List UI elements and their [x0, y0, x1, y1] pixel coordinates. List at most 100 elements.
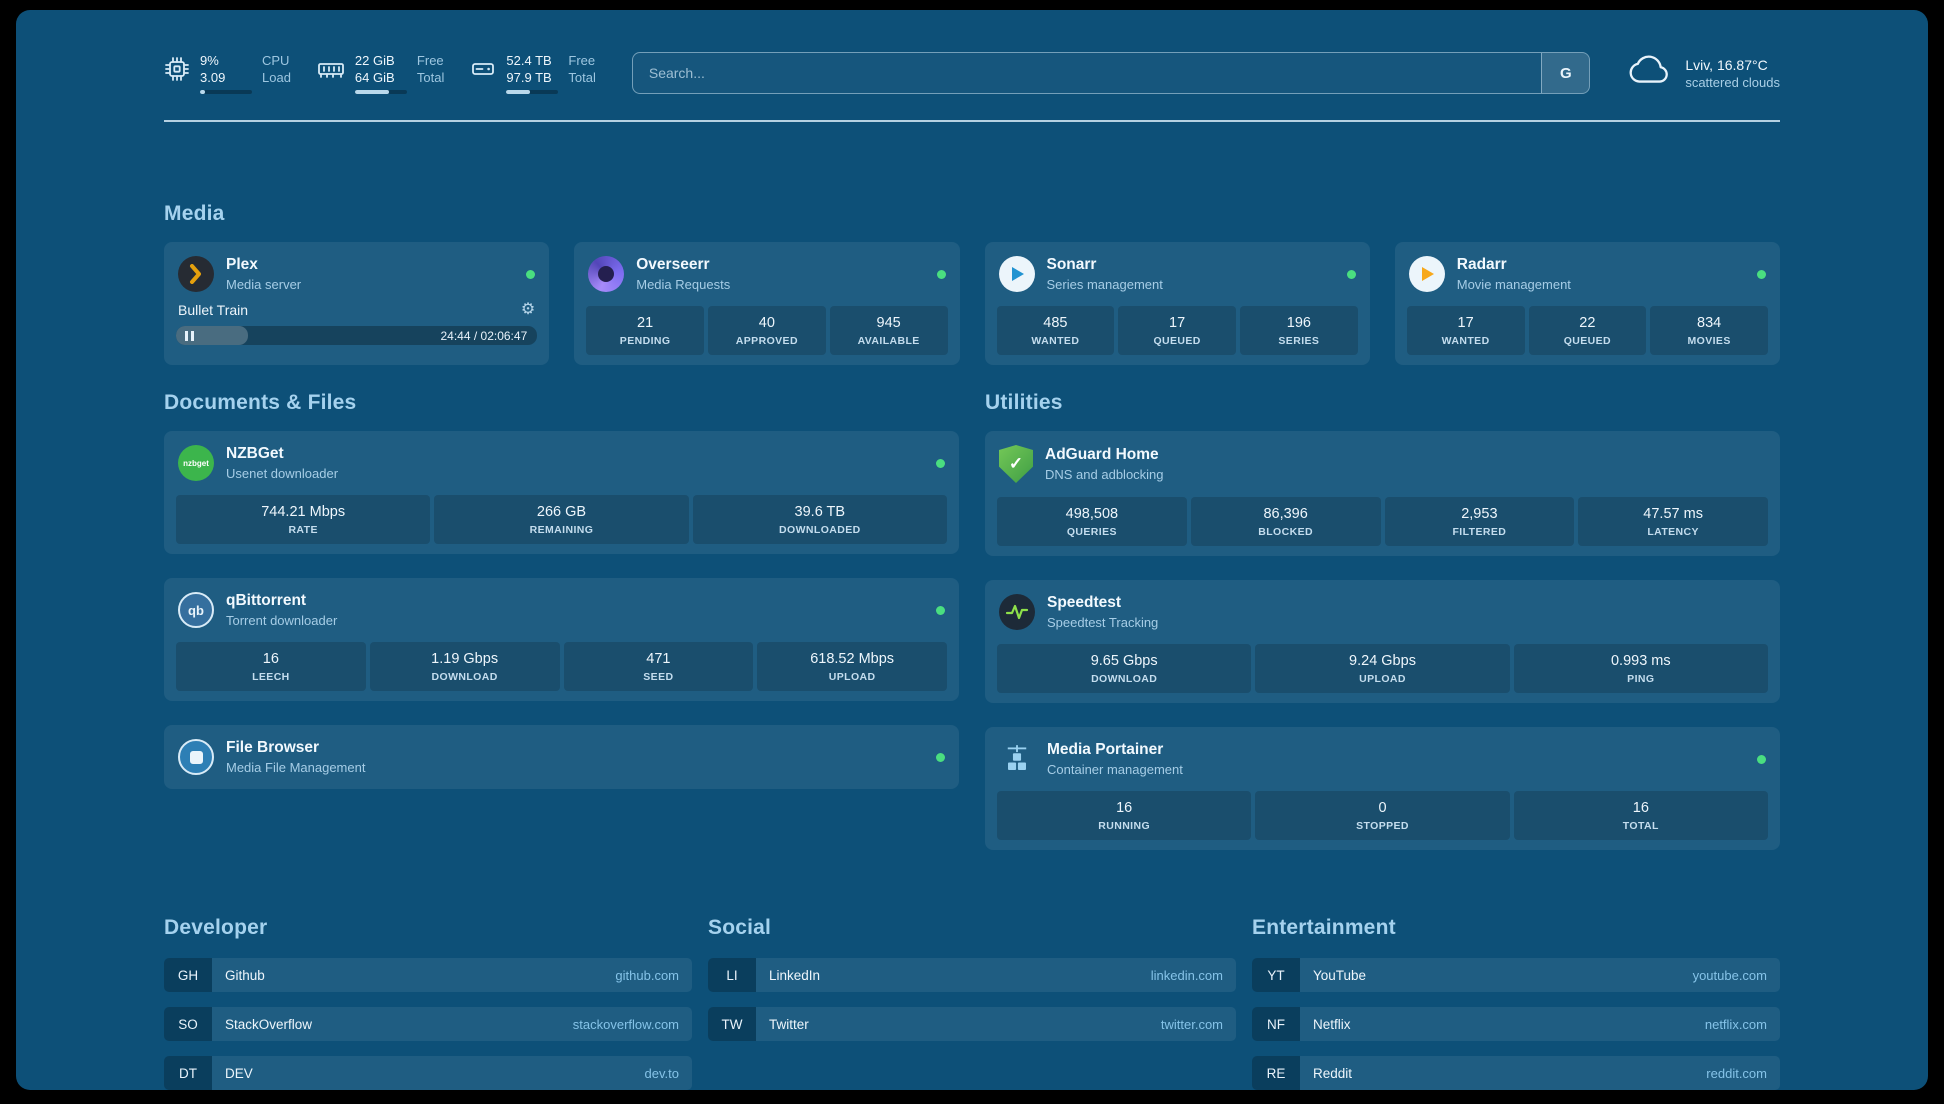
bookmark-abbr: TW [708, 1007, 756, 1041]
gear-icon[interactable]: ⚙ [520, 301, 536, 318]
stat-stopped: 0 STOPPED [1255, 791, 1510, 840]
disk-free-value: 52.4 TB [506, 53, 552, 68]
memory-total-value: 64 GiB [354, 70, 395, 85]
bookmark-group-social: Social LI LinkedIn linkedin.com TW Twitte… [708, 916, 1236, 1041]
stat-movies: 834 MOVIES [1650, 306, 1768, 355]
section-title-social: Social [708, 916, 772, 939]
bookmark-group-entertainment: Entertainment YT YouTube youtube.com NF N… [1252, 916, 1780, 1090]
memory-usage-bar-fill [354, 90, 390, 94]
speedtest-name: Speedtest [1047, 594, 1122, 611]
disk-usage-bar [506, 90, 559, 94]
section-title-utilities: Utilities [985, 391, 1063, 414]
cpu-label: CPU [262, 53, 290, 68]
radarr-desc: Movie management [1456, 277, 1571, 292]
service-card-portainer[interactable]: Media Portainer Container management 16 R… [985, 727, 1780, 850]
stat-queued: 17 QUEUED [1118, 306, 1236, 355]
service-card-filebrowser[interactable]: File Browser Media File Management [164, 725, 959, 789]
service-card-plex[interactable]: Plex Media server Bullet Train ⚙ 24:44 /… [164, 242, 550, 365]
service-card-sonarr[interactable]: Sonarr Series management 485 WANTED 17 QUE… [984, 242, 1370, 365]
nzbget-header: nzbget NZBGet Usenet downloader [176, 441, 947, 485]
pause-icon[interactable] [185, 330, 194, 341]
speedtest-desc: Speedtest Tracking [1047, 615, 1159, 630]
service-card-speedtest[interactable]: Speedtest Speedtest Tracking 9.65 Gbps DO… [985, 580, 1780, 703]
playback-progress-bar[interactable]: 24:44 / 02:06:47 [176, 326, 538, 345]
service-card-qbittorrent[interactable]: qb qBittorrent Torrent downloader 16 LEEC… [164, 578, 959, 701]
radarr-icon [1408, 256, 1445, 292]
memory-ram-icon [317, 56, 345, 87]
stat-download: 9.65 Gbps DOWNLOAD [997, 644, 1252, 693]
bookmark-github[interactable]: GH Github github.com [164, 958, 692, 992]
bookmark-url: reddit.com [1706, 1065, 1767, 1081]
memory-widget: 22 GiB 64 GiB Free Total [317, 52, 444, 94]
bookmark-netflix[interactable]: NF Netflix netflix.com [1252, 1007, 1780, 1041]
bookmark-reddit[interactable]: RE Reddit reddit.com [1252, 1056, 1780, 1090]
cloud-icon [1626, 54, 1672, 93]
sonarr-name: Sonarr [1046, 256, 1097, 273]
plex-status-dot [526, 269, 536, 279]
stat-total: 16 TOTAL [1513, 791, 1768, 840]
bookmark-dev[interactable]: DT DEV dev.to [164, 1056, 692, 1090]
stat-filtered: 2,953 FILTERED [1384, 497, 1575, 546]
media-grid: Plex Media server Bullet Train ⚙ 24:44 /… [164, 242, 1780, 365]
disk-widget: 52.4 TB 97.9 TB Free Total [470, 52, 596, 94]
documents-column: Documents & Files nzbget NZBGet Usenet d… [164, 391, 959, 850]
filebrowser-icon [178, 739, 214, 775]
bookmark-twitter[interactable]: TW Twitter twitter.com [708, 1007, 1236, 1041]
plex-header: Plex Media server [176, 252, 537, 296]
bookmark-linkedin[interactable]: LI LinkedIn linkedin.com [708, 958, 1236, 992]
bookmark-name: DEV [225, 1065, 253, 1081]
filebrowser-name: File Browser [226, 739, 320, 756]
stat-ping: 0.993 ms PING [1513, 644, 1768, 693]
overseerr-stats: 21 PENDING 40 APPROVED 945 AVAILABLE [586, 306, 948, 355]
sonarr-desc: Series management [1046, 277, 1163, 292]
search-input[interactable] [632, 53, 1542, 93]
bookmark-url: twitter.com [1160, 1016, 1223, 1032]
bookmark-stackoverflow[interactable]: SO StackOverflow stackoverflow.com [164, 1007, 692, 1041]
stat-download: 1.19 Gbps DOWNLOAD [369, 642, 560, 691]
overseerr-icon [588, 256, 625, 292]
playback-progress-fill [176, 326, 249, 345]
search-provider-button[interactable]: G [1541, 53, 1590, 93]
radarr-status-dot [1757, 269, 1766, 279]
bookmark-youtube[interactable]: YT YouTube youtube.com [1252, 958, 1780, 992]
adguard-stats: 498,508 QUERIES 86,396 BLOCKED 2,953 FILTER… [997, 497, 1768, 546]
portainer-status-dot [1757, 754, 1766, 764]
weather-condition: scattered clouds [1685, 74, 1780, 90]
adguard-name: AdGuard Home [1045, 446, 1159, 463]
stat-running: 16 RUNNING [997, 791, 1252, 840]
plex-icon [178, 256, 214, 292]
plex-name: Plex [226, 256, 258, 273]
overseerr-desc: Media Requests [636, 277, 731, 292]
disk-total-value: 97.9 TB [506, 70, 552, 85]
stat-wanted: 485 WANTED [996, 306, 1115, 355]
cpu-usage-bar [200, 90, 252, 94]
bookmark-abbr: SO [164, 1007, 212, 1041]
stat-queued: 22 QUEUED [1528, 306, 1647, 355]
speedtest-header: Speedtest Speedtest Tracking [997, 590, 1768, 634]
disk-total-label: Total [568, 70, 596, 85]
disk-usage-bar-fill [506, 90, 531, 94]
bookmark-name: YouTube [1313, 967, 1367, 983]
top-bar: 9% 3.09 CPU Load [164, 52, 1780, 94]
nzbget-icon: nzbget [178, 445, 214, 481]
bookmark-name: Github [225, 967, 265, 983]
radarr-header: Radarr Movie management [1407, 252, 1768, 296]
adguard-shield-icon: ✓ [999, 445, 1033, 483]
filebrowser-desc: Media File Management [226, 760, 366, 775]
cpu-usage-bar-fill [200, 90, 205, 94]
stat-rate: 744.21 Mbps RATE [176, 495, 431, 544]
overseerr-status-dot [936, 269, 946, 279]
now-playing-title: Bullet Train [178, 302, 249, 318]
stat-seed: 471 SEED [563, 642, 754, 691]
filebrowser-header: File Browser Media File Management [176, 735, 947, 779]
overseerr-name: Overseerr [636, 256, 710, 273]
service-card-radarr[interactable]: Radarr Movie management 17 WANTED 22 QUEUE… [1394, 242, 1780, 365]
memory-usage-bar [354, 90, 407, 94]
bookmark-abbr: LI [708, 958, 756, 992]
qbittorrent-name: qBittorrent [226, 592, 307, 609]
service-card-adguard[interactable]: ✓ AdGuard Home DNS and adblocking 498,50… [985, 431, 1780, 556]
service-card-nzbget[interactable]: nzbget NZBGet Usenet downloader 744.21 M… [164, 431, 959, 554]
service-card-overseerr[interactable]: Overseerr Media Requests 21 PENDING 40 APP… [574, 242, 960, 365]
filebrowser-status-dot [936, 752, 945, 762]
stat-leech: 16 LEECH [176, 642, 366, 691]
